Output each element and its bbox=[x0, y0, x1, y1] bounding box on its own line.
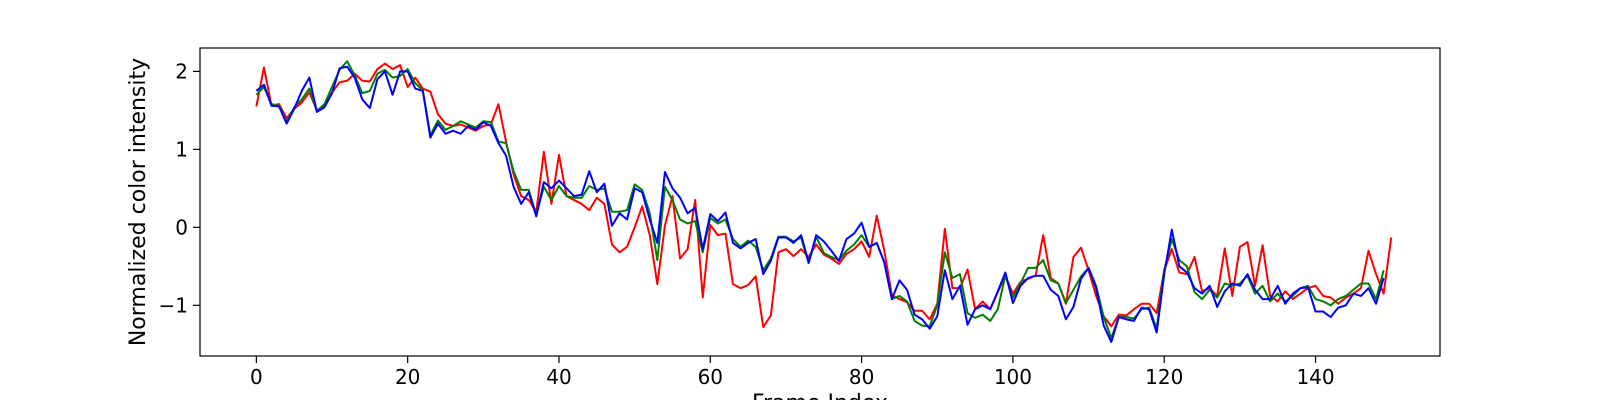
y-tick-label: 0 bbox=[175, 215, 188, 239]
x-tick-label: 60 bbox=[698, 365, 723, 389]
y-axis-label: Normalized color intensity bbox=[126, 58, 151, 346]
x-tick-label: 120 bbox=[1145, 365, 1183, 389]
x-tick-label: 20 bbox=[395, 365, 420, 389]
x-axis: 0 20 40 60 80 100 120 140 bbox=[250, 356, 1335, 389]
plot-frame bbox=[199, 47, 1441, 357]
series-line-1 bbox=[255, 62, 1393, 329]
series-line-3 bbox=[255, 65, 1385, 343]
y-axis: −1 0 1 2 bbox=[159, 59, 200, 317]
series-line-2 bbox=[255, 60, 1385, 340]
x-tick-label: 100 bbox=[994, 365, 1032, 389]
y-tick-label: 1 bbox=[175, 137, 188, 161]
x-tick-label: 40 bbox=[546, 365, 571, 389]
x-tick-label: 80 bbox=[849, 365, 874, 389]
y-tick-label: −1 bbox=[159, 293, 188, 317]
x-tick-label: 140 bbox=[1296, 365, 1334, 389]
series-layer bbox=[255, 60, 1393, 343]
x-tick-label: 0 bbox=[250, 365, 263, 389]
y-tick-label: 2 bbox=[175, 59, 188, 83]
x-axis-label: Frame Index bbox=[752, 391, 888, 400]
